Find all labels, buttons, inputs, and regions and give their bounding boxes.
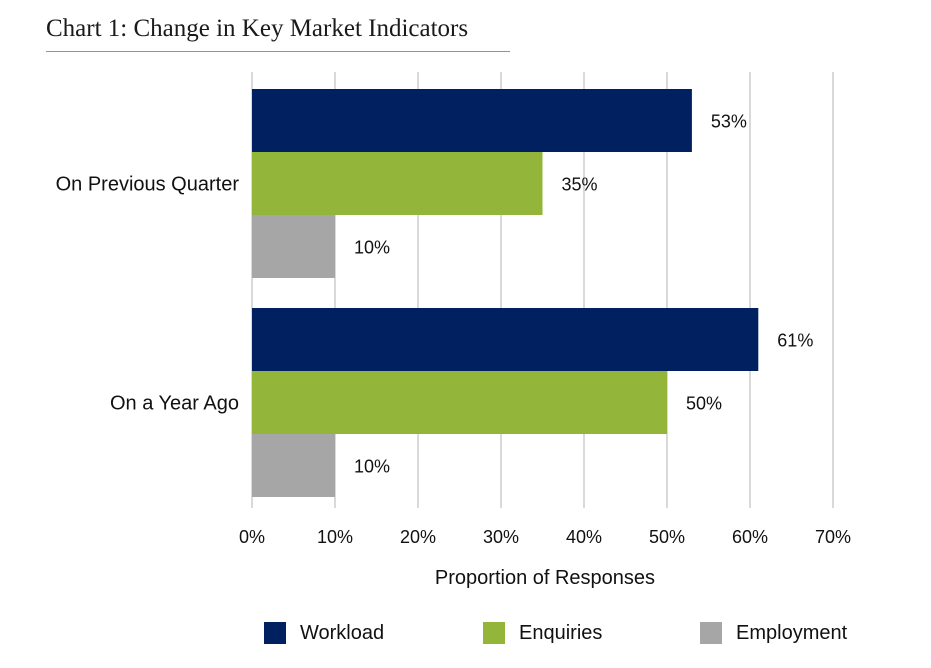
- bar-workload: [252, 308, 759, 371]
- x-tick-label: 10%: [317, 527, 353, 547]
- x-tick-label: 50%: [649, 527, 685, 547]
- legend-item-workload: Workload: [264, 620, 384, 646]
- data-label: 53%: [711, 112, 747, 132]
- category-label: On a Year Ago: [110, 393, 239, 415]
- chart-legend: Workload Enquiries Employment: [0, 620, 931, 646]
- legend-label-employment: Employment: [736, 621, 848, 644]
- legend-item-employment: Employment: [700, 620, 847, 646]
- x-tick-label: 70%: [815, 527, 851, 547]
- legend-swatch-workload: [264, 622, 286, 644]
- bar-employment: [252, 215, 335, 278]
- data-label: 10%: [354, 457, 390, 477]
- bar-employment: [252, 434, 335, 497]
- bar-enquiries: [252, 371, 667, 434]
- x-axis-title: Proportion of Responses: [435, 567, 655, 589]
- legend-label-workload: Workload: [300, 621, 385, 644]
- x-tick-label: 0%: [239, 527, 265, 547]
- category-label: On Previous Quarter: [56, 174, 240, 196]
- legend-label-enquiries: Enquiries: [519, 621, 603, 644]
- data-label: 61%: [777, 331, 813, 351]
- data-label: 35%: [562, 175, 598, 195]
- x-tick-label: 30%: [483, 527, 519, 547]
- chart-title: Chart 1: Change in Key Market Indicators: [46, 15, 469, 42]
- x-tick-label: 60%: [732, 527, 768, 547]
- legend-swatch-enquiries: [483, 622, 505, 644]
- x-tick-label: 20%: [400, 527, 436, 547]
- bar-enquiries: [252, 152, 543, 215]
- x-tick-label: 40%: [566, 527, 602, 547]
- data-label: 50%: [686, 394, 722, 414]
- bar-chart: 0% 10% 20% 30% 40% 50% 60% 70% 53% 35% 10% On Previ…: [56, 72, 851, 589]
- legend-swatch-employment: [700, 622, 722, 644]
- title-underline: [46, 51, 510, 52]
- legend-item-enquiries: Enquiries: [483, 620, 602, 646]
- data-label: 10%: [354, 238, 390, 258]
- bar-workload: [252, 89, 692, 152]
